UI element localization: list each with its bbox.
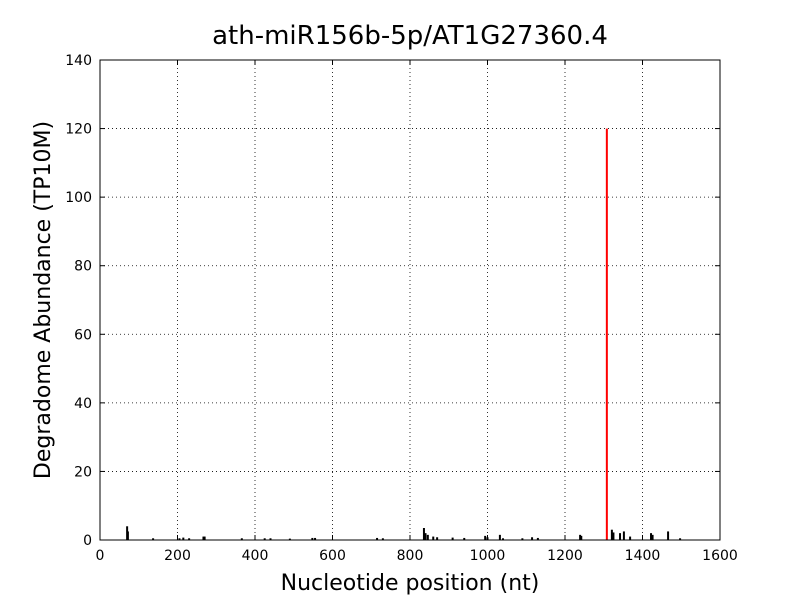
x-tick-label: 1600	[702, 548, 738, 564]
x-axis-label: Nucleotide position (nt)	[281, 571, 540, 596]
x-tick-label: 1200	[547, 548, 583, 564]
y-axis-label: Degradome Abundance (TP10M)	[31, 121, 56, 479]
x-tick-label: 800	[397, 548, 424, 564]
y-tick-label: 20	[74, 464, 92, 480]
y-tick-label: 140	[65, 53, 92, 69]
x-tick-label: 400	[242, 548, 269, 564]
plot-frame	[99, 59, 721, 541]
y-tick-label: 120	[65, 122, 92, 138]
y-tick-label: 80	[74, 259, 92, 275]
x-tick-label: 0	[96, 548, 105, 564]
y-tick-label: 40	[74, 396, 92, 412]
x-tick-label: 600	[319, 548, 346, 564]
x-tick-label: 200	[164, 548, 191, 564]
chart-title: ath-miR156b-5p/AT1G27360.4	[212, 21, 608, 51]
x-tick-label: 1000	[470, 548, 506, 564]
y-tick-label: 60	[74, 327, 92, 343]
x-tick-label: 1400	[625, 548, 661, 564]
y-tick-label: 100	[65, 190, 92, 206]
y-tick-label: 0	[83, 533, 92, 549]
